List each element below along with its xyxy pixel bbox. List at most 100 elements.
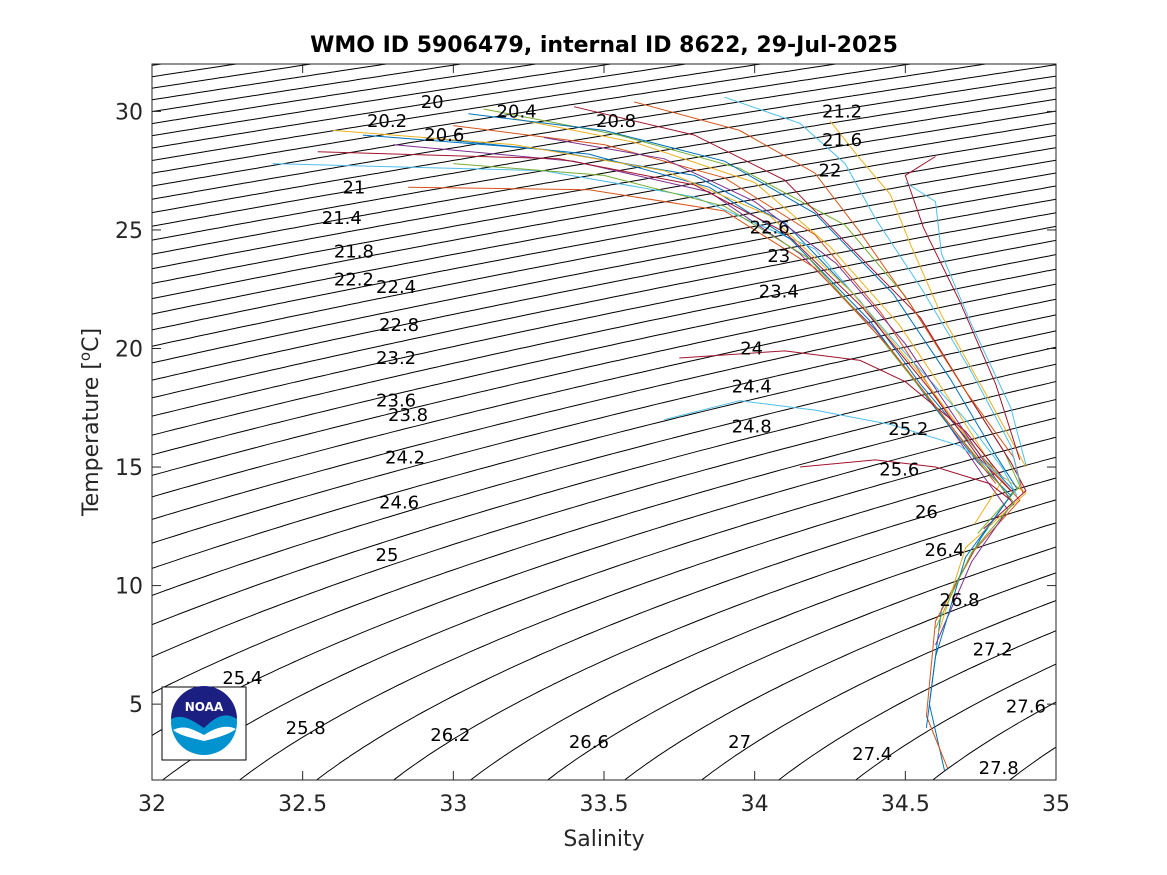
density-contour-2: [152, 64, 312, 89]
density-contour-24: [152, 212, 1056, 399]
density-contour-35: [152, 381, 1056, 658]
contour-label-9: 21.8: [334, 241, 374, 262]
contour-label-23: 24.6: [379, 493, 419, 514]
contour-label-6: 21.2: [822, 101, 862, 122]
contour-label-1: 20.2: [367, 111, 407, 132]
density-contour-12: [152, 64, 1056, 214]
density-contour-13: [152, 75, 1056, 227]
profile-line-18: [468, 113, 1018, 489]
contour-label-25: 25: [376, 545, 399, 566]
density-contour-47: [855, 663, 1056, 780]
density-contour-26: [152, 239, 1056, 436]
contour-label-37: 27.4: [852, 744, 892, 765]
contour-label-11: 22.2: [334, 270, 374, 291]
contour-label-33: 26.6: [569, 732, 609, 753]
density-contours: [152, 64, 1056, 780]
density-contour-30: [152, 298, 1056, 520]
x-tick-label-4: 34: [741, 792, 769, 817]
y-tick-label-1: 10: [115, 575, 143, 600]
contour-label-13: 22.6: [750, 218, 790, 239]
logo-text: NOAA: [185, 700, 224, 714]
x-tick-label-5: 34.5: [881, 792, 930, 817]
density-contour-31: [152, 314, 1056, 544]
contour-label-21: 24.2: [385, 448, 425, 469]
profile-line-12: [724, 96, 1021, 484]
contour-label-3: 20.6: [424, 125, 464, 146]
y-axis-ticks: 5 10 15 20 25 30: [115, 100, 1056, 718]
density-contour-46: [778, 630, 1056, 780]
x-axis-label: Salinity: [563, 827, 644, 852]
contour-label-39: 27.8: [979, 758, 1019, 779]
contour-label-4: 20.8: [596, 111, 636, 132]
density-contour-36: [152, 399, 1056, 694]
contour-label-36: 27.2: [973, 640, 1013, 661]
contour-label-10: 22: [819, 161, 842, 182]
profile-line-21: [904, 156, 1021, 461]
chart-title: WMO ID 5906479, internal ID 8622, 29-Jul…: [310, 33, 898, 58]
density-contour-33: [152, 346, 1056, 596]
density-contour-19: [152, 147, 1056, 315]
y-axis-label-main: Temperature [: [79, 361, 104, 517]
noaa-logo: NOAA: [161, 686, 247, 761]
contour-label-2: 20.4: [497, 101, 537, 122]
density-contour-44: [624, 572, 1056, 780]
contour-label-16: 23.2: [376, 348, 416, 369]
x-tick-label-3: 33.5: [580, 792, 629, 817]
contour-label-22: 24.4: [732, 376, 772, 397]
x-tick-label-1: 32.5: [278, 792, 327, 817]
density-contour-34: [152, 363, 1056, 626]
contour-label-24: 24.8: [732, 417, 772, 438]
profile-line-16: [799, 459, 1012, 501]
profile-line-2: [513, 118, 1027, 634]
contour-label-29: 25.8: [286, 718, 326, 739]
contour-label-8: 21.6: [822, 130, 862, 151]
x-tick-label-2: 33: [439, 792, 467, 817]
contour-label-38: 27.6: [1006, 697, 1046, 718]
profile-line-15: [664, 400, 1006, 480]
density-contour-25: [152, 225, 1056, 417]
y-axis-label: Temperature [oC]: [76, 328, 104, 517]
density-contour-17: [152, 122, 1056, 284]
contour-label-14: 22.8: [379, 315, 419, 336]
profile-series: [272, 96, 1027, 771]
density-contour-41: [393, 499, 1056, 780]
density-contour-42: [470, 522, 1056, 780]
profile-line-6: [573, 106, 1027, 530]
density-contour-5: [152, 64, 537, 125]
contour-label-32: 26.4: [924, 540, 964, 561]
contour-label-30: 26: [915, 502, 938, 523]
density-contour-48: [932, 701, 1056, 780]
density-contour-7: [152, 64, 686, 149]
contour-label-15: 23: [767, 246, 790, 267]
density-contour-14: [152, 87, 1056, 241]
profile-line-14: [679, 350, 1003, 477]
density-contour-8: [152, 64, 761, 161]
contour-label-26: 25.2: [888, 419, 928, 440]
density-contour-1: [152, 64, 237, 78]
contour-label-27: 25.4: [222, 668, 262, 689]
density-contour-22: [152, 185, 1056, 364]
profile-line-19: [829, 120, 1027, 468]
x-tick-label-6: 35: [1042, 792, 1070, 817]
profile-line-13: [317, 151, 1012, 492]
y-axis-label-degree: o: [76, 352, 94, 361]
contour-label-7: 21.4: [322, 208, 362, 229]
y-tick-label-3: 20: [115, 338, 143, 363]
y-tick-label-4: 25: [115, 219, 143, 244]
density-contour-15: [152, 98, 1056, 255]
profile-line-20: [905, 182, 1027, 465]
density-contour-9: [152, 64, 836, 174]
density-contour-38: [162, 436, 1056, 780]
contour-label-18: 23.6: [376, 391, 416, 412]
x-axis-ticks: 32 32.5 33 33.5 34 34.5 35: [138, 64, 1070, 817]
contour-label-31: 26.2: [430, 725, 470, 746]
density-contour-43: [547, 546, 1056, 780]
density-contour-32: [152, 330, 1056, 569]
profile-line-11: [453, 163, 1015, 629]
density-contour-3: [152, 64, 387, 101]
density-contour-23: [152, 198, 1056, 381]
contour-labels: 20 20.2 20.4 20.6 20.8 21 21.2 21.4 21.6 21.8 22 22…: [222, 92, 1046, 779]
contour-label-5: 21: [342, 177, 365, 198]
density-contour-16: [152, 110, 1056, 270]
profile-line-7: [423, 137, 1012, 728]
